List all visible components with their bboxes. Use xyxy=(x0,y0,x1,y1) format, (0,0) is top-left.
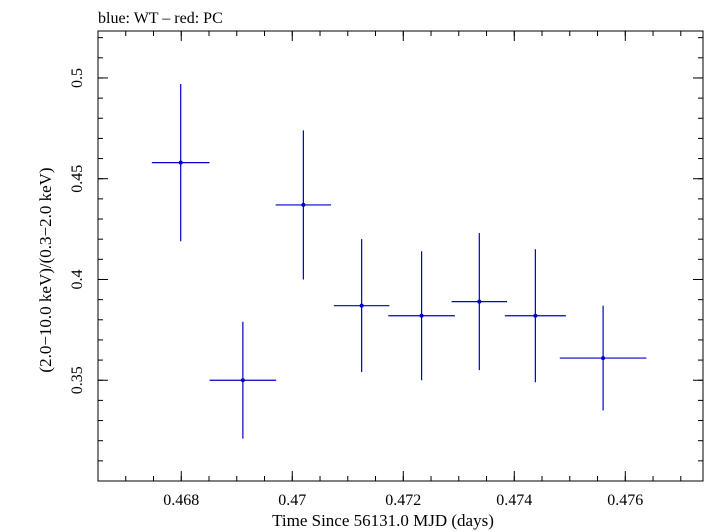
point-marker xyxy=(301,202,306,207)
x-tick-label: 0.47 xyxy=(278,492,306,509)
plot-frame xyxy=(97,30,704,482)
y-axis-label: (2.0−10.0 keV)/(0.3−2.0 keV) xyxy=(36,167,55,372)
point-marker xyxy=(533,313,538,318)
point-marker xyxy=(601,356,606,361)
data-point xyxy=(451,233,508,371)
data-point xyxy=(559,305,647,411)
point-marker xyxy=(240,378,245,383)
data-point xyxy=(151,84,210,242)
data-point xyxy=(388,251,455,381)
x-tick-label: 0.468 xyxy=(163,492,199,509)
point-marker xyxy=(178,160,183,165)
data-points xyxy=(151,84,647,439)
x-tick-label: 0.476 xyxy=(607,492,643,509)
data-point xyxy=(504,249,566,383)
x-tick-label: 0.472 xyxy=(385,492,421,509)
data-point xyxy=(209,321,277,439)
y-tick-label: 0.5 xyxy=(69,68,86,88)
point-marker xyxy=(419,313,424,318)
y-tick-label: 0.4 xyxy=(69,269,86,289)
data-point xyxy=(333,239,390,373)
x-axis-label: Time Since 56131.0 MJD (days) xyxy=(272,511,494,530)
data-point xyxy=(275,130,332,280)
y-axis-ticks: 0.35 0.4 0.45 0.5 xyxy=(69,37,703,482)
chart-title: blue: WT – red: PC xyxy=(98,10,223,27)
x-tick-label: 0.474 xyxy=(496,492,532,509)
x-axis-ticks: 0.468 0.47 0.472 0.474 0.476 xyxy=(97,31,682,509)
point-marker xyxy=(477,299,482,304)
point-marker xyxy=(359,303,364,308)
y-tick-label: 0.45 xyxy=(69,165,86,193)
y-tick-label: 0.35 xyxy=(69,366,86,394)
